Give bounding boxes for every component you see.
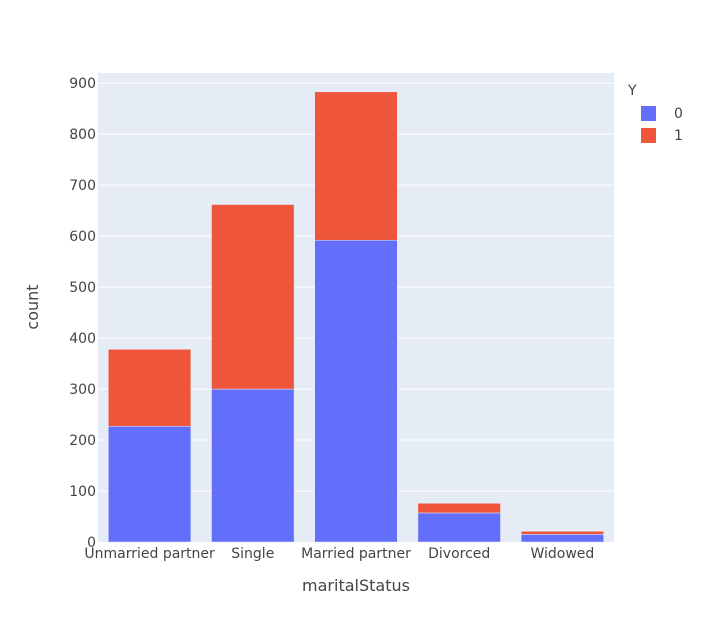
bar-segment[interactable]	[211, 388, 295, 543]
bar-segment[interactable]	[314, 91, 398, 241]
x-tick-label: Divorced	[428, 546, 490, 562]
y-axis-title: count	[23, 284, 42, 329]
y-tick-label: 100	[69, 484, 96, 500]
legend-label: 1	[674, 128, 683, 144]
y-axis-ticks: 0 100 200 300 400 500 600 700 800 900	[69, 76, 96, 551]
x-tick-label: Single	[231, 546, 274, 562]
bar-segment[interactable]	[211, 204, 295, 390]
x-axis-ticks: Unmarried partner Single Married partner Di…	[84, 546, 594, 562]
y-tick-label: 600	[69, 229, 96, 245]
x-tick-label: Married partner	[301, 546, 411, 562]
legend-swatch	[641, 106, 656, 121]
legend-label: 0	[674, 106, 683, 122]
y-tick-label: 900	[69, 76, 96, 92]
bar-segment[interactable]	[417, 512, 501, 543]
y-tick-label: 0	[87, 535, 96, 551]
y-tick-label: 200	[69, 433, 96, 449]
x-tick-label: Unmarried partner	[84, 546, 215, 562]
y-tick-label: 500	[69, 280, 96, 296]
bars-group	[108, 91, 604, 543]
legend-swatch	[641, 128, 656, 143]
bar-segment[interactable]	[417, 503, 501, 514]
y-tick-label: 800	[69, 127, 96, 143]
x-tick-label: Widowed	[530, 546, 594, 562]
legend[interactable]: Y 0 1	[627, 83, 683, 144]
legend-item[interactable]: 1	[641, 128, 683, 144]
bar-segment[interactable]	[520, 534, 604, 543]
bar-segment[interactable]	[314, 239, 398, 543]
legend-item[interactable]: 0	[641, 106, 683, 122]
x-axis-title: maritalStatus	[302, 576, 410, 595]
bar-segment[interactable]	[520, 531, 604, 535]
y-tick-label: 400	[69, 331, 96, 347]
legend-title: Y	[627, 83, 637, 99]
bar-segment[interactable]	[108, 349, 192, 427]
y-tick-label: 700	[69, 178, 96, 194]
bar-segment[interactable]	[108, 426, 192, 543]
y-tick-label: 300	[69, 382, 96, 398]
